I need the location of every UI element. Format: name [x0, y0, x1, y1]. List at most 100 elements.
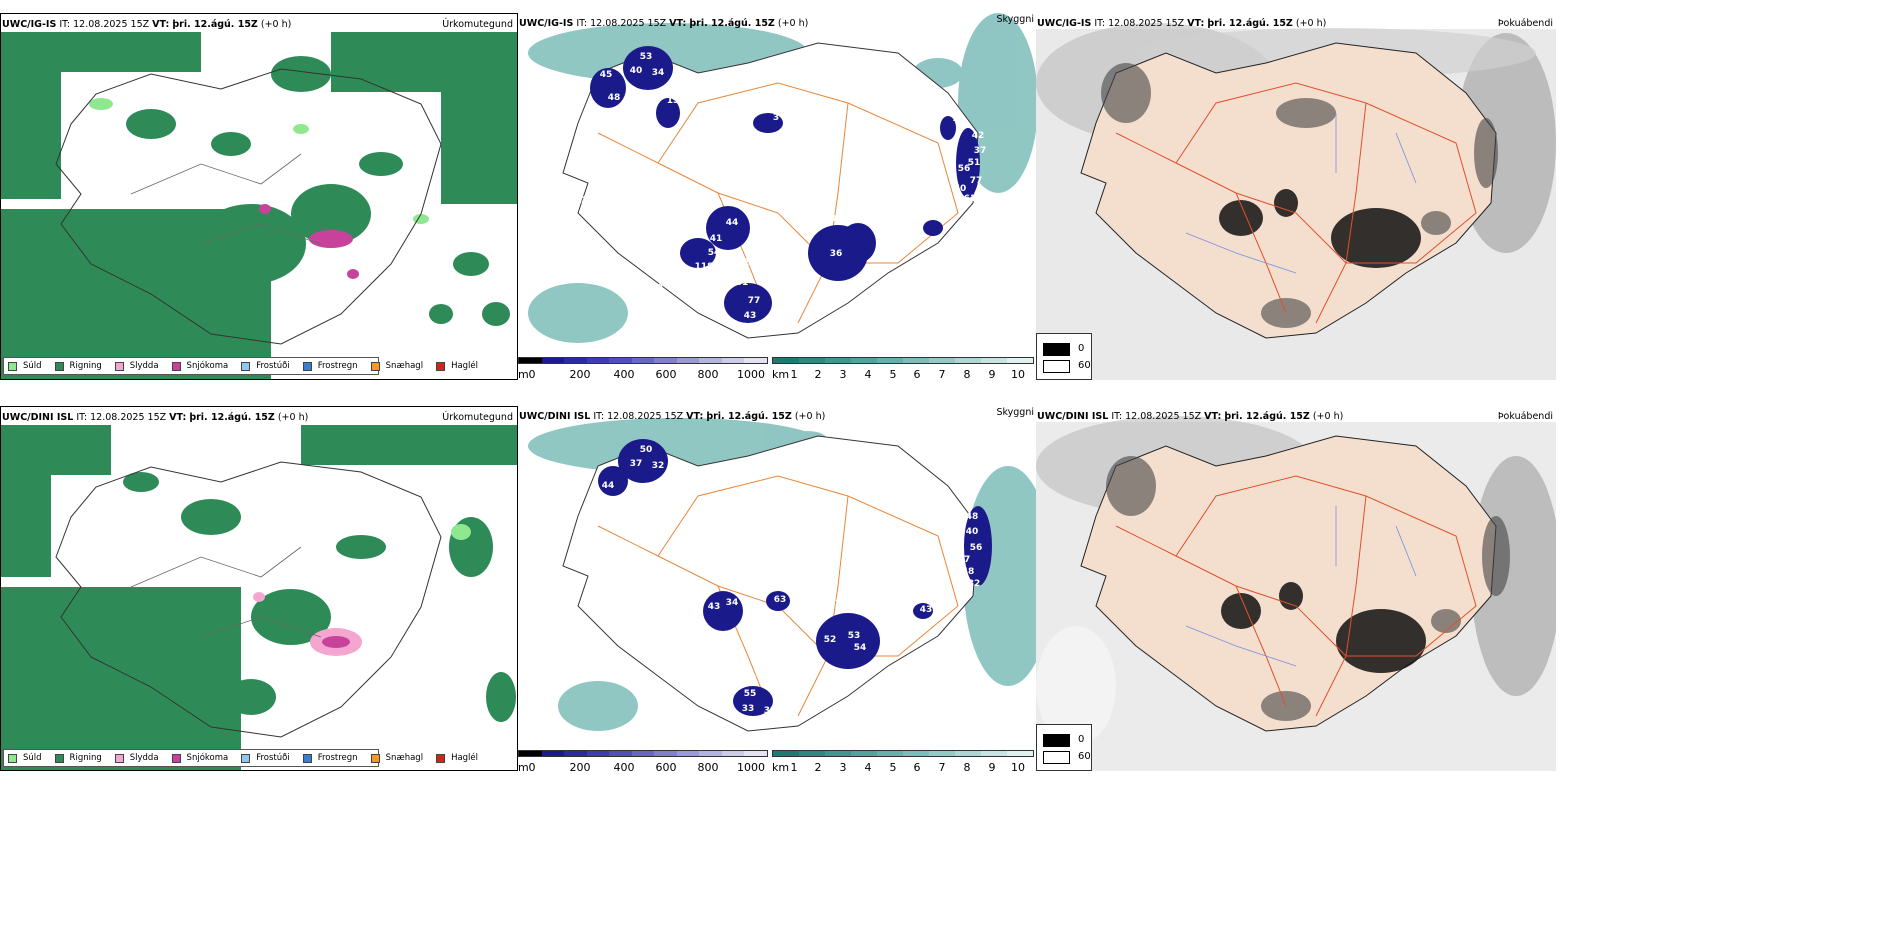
- fog-map: [1036, 416, 1556, 771]
- scale-step: [877, 358, 903, 363]
- cloud-height-bar: [518, 750, 768, 757]
- cloud-base-label: 26: [864, 272, 877, 282]
- cloud-base-label: 53: [640, 52, 653, 62]
- cloud-base-label: 40: [630, 66, 643, 76]
- fog-panel-row2: UWC/DINI ISL IT: 12.08.2025 15Z VT: þri.…: [1036, 406, 1556, 771]
- legend-item: Frostúði: [241, 753, 290, 763]
- scale-step: [929, 358, 955, 363]
- cloud-base-label: 48: [966, 512, 979, 522]
- cloud-base-label: 20: [740, 123, 753, 133]
- cloud-base-label: 3: [773, 113, 779, 123]
- precip-panel-row2: UWC/DINI ISL IT: 12.08.2025 15Z VT: þri.…: [0, 406, 518, 771]
- scale-step: [654, 751, 677, 756]
- cloud-base-label: 15: [667, 96, 680, 106]
- legend-swatch: [241, 753, 251, 763]
- cloud-base-label: 36: [830, 249, 843, 259]
- legend-swatch: [302, 361, 312, 371]
- panel-title: UWC/IG-IS IT: 12.08.2025 15Z VT: þri. 12…: [1037, 18, 1327, 29]
- scale-step: [564, 751, 587, 756]
- fog-legend-high: 60: [1078, 751, 1091, 762]
- cloud-base-label: 77: [748, 296, 761, 306]
- cloud-base-label: 32: [768, 313, 781, 323]
- legend-swatch: [241, 361, 251, 371]
- scale-step: [676, 358, 700, 363]
- panel-title: UWC/DINI ISL IT: 12.08.2025 15Z VT: þri.…: [519, 411, 826, 422]
- fog-legend: 0 60: [1036, 724, 1092, 771]
- fog-legend-swatch-high: [1043, 751, 1070, 764]
- cloud-base-label: 56: [970, 543, 983, 553]
- fog-legend: 0 60: [1036, 333, 1092, 380]
- scale-step: [851, 358, 877, 363]
- cloud-base-label: 37: [974, 146, 987, 156]
- cloud-base-label: 132: [731, 258, 750, 268]
- precip-legend: Súld Rigning Slydda Snjókoma Frostúði Fr…: [3, 749, 478, 767]
- cloud-base-label: 61: [964, 194, 977, 204]
- legend-swatch: [54, 361, 64, 371]
- cloud-base-label: 204: [655, 662, 674, 672]
- legend-item: Snæhagl: [370, 361, 423, 371]
- scale-step: [825, 751, 851, 756]
- cloud-height-scale: m 0 200 400 600 800 1000: [518, 750, 768, 771]
- legend-swatch: [436, 753, 446, 763]
- cloud-base-label: 52: [766, 200, 779, 210]
- cloud-base-label: 61: [736, 278, 749, 288]
- cloud-base-label: 54: [708, 248, 721, 258]
- precip-panel-row1: UWC/IG-IS IT: 12.08.2025 15Z VT: þri. 12…: [0, 13, 518, 380]
- legend-swatch: [114, 361, 124, 371]
- fog-legend-low: 0: [1078, 734, 1085, 745]
- legend-item: Snæhagl: [370, 753, 423, 763]
- variable-label: Þokuábendi: [1497, 411, 1553, 422]
- cloud-base-label: 33: [764, 706, 777, 716]
- scale-step: [721, 751, 745, 756]
- scale-step: [631, 751, 655, 756]
- panel-title: UWC/DINI ISL IT: 12.08.2025 15Z VT: þri.…: [2, 412, 309, 423]
- precip-legend: Súld Rigning Slydda Snjókoma Frostúði Fr…: [3, 357, 478, 375]
- scale-step: [699, 358, 722, 363]
- cloud-base-label: 34: [726, 598, 739, 608]
- panel-title: UWC/DINI ISL IT: 12.08.2025 15Z VT: þri.…: [1037, 411, 1344, 422]
- scale-step: [586, 751, 610, 756]
- fog-legend-low: 0: [1078, 343, 1085, 354]
- fog-legend-swatch-low: [1043, 734, 1070, 747]
- cloud-base-label: 53: [848, 631, 861, 641]
- scale-step: [773, 751, 799, 756]
- cloud-panel-row1: 53 40 34 45 48 15 12 70 42 37 51 56 77 60 61 52 84 36 26 32…: [518, 13, 1036, 380]
- legend-item: Rigning: [54, 753, 102, 763]
- scale-step: [877, 751, 903, 756]
- scale-step: [903, 751, 929, 756]
- variable-label: Skyggni: [996, 14, 1034, 25]
- legend-swatch: [370, 753, 380, 763]
- legend-swatch: [171, 361, 181, 371]
- scale-step: [799, 751, 825, 756]
- cloud-base-label: 33: [742, 704, 755, 714]
- cloud-base-labels: 50 37 32 44 43 34 63 53 52 54 31 48 40 56 77 48 82 43 204 8…: [602, 445, 983, 716]
- fog-map: [1036, 23, 1556, 380]
- cloud-base-label: 48: [608, 93, 621, 103]
- cloud-base-label: 37: [630, 459, 643, 469]
- legend-item: Frostregn: [302, 361, 358, 371]
- cloud-base-label: 82: [968, 579, 981, 589]
- scale-step: [1007, 751, 1033, 756]
- scale-step: [799, 358, 825, 363]
- cloud-base-label: 77: [970, 176, 983, 186]
- visibility-bar: [772, 357, 1034, 364]
- cloud-map: 50 37 32 44 43 34 63 53 52 54 31 48 40 56 77 48 82 43 204 8…: [528, 418, 1036, 732]
- cloud-panel-row2: 50 37 32 44 43 34 63 53 52 54 31 48 40 56 77 48 82 43 204 8…: [518, 406, 1036, 771]
- cloud-base-label: 31: [868, 665, 881, 675]
- fog-legend-swatch-low: [1043, 343, 1070, 356]
- unit-label: m: [518, 368, 529, 380]
- variable-label: Úrkomutegund: [442, 19, 513, 30]
- cloud-base-label: 51: [968, 158, 981, 168]
- cloud-base-label: 12: [662, 131, 675, 141]
- legend-swatch: [8, 753, 17, 763]
- scale-step: [981, 358, 1007, 363]
- cloud-base-label: 42: [972, 131, 985, 141]
- legend-item: Frostúði: [241, 361, 290, 371]
- cloud-base-label: 3: [835, 599, 841, 609]
- cloud-base-label: 43: [744, 311, 757, 321]
- cloud-base-label: 48: [962, 567, 975, 577]
- cloud-base-label: 89: [744, 673, 757, 683]
- legend-item: Frostregn: [302, 753, 358, 763]
- scale-step: [541, 358, 565, 363]
